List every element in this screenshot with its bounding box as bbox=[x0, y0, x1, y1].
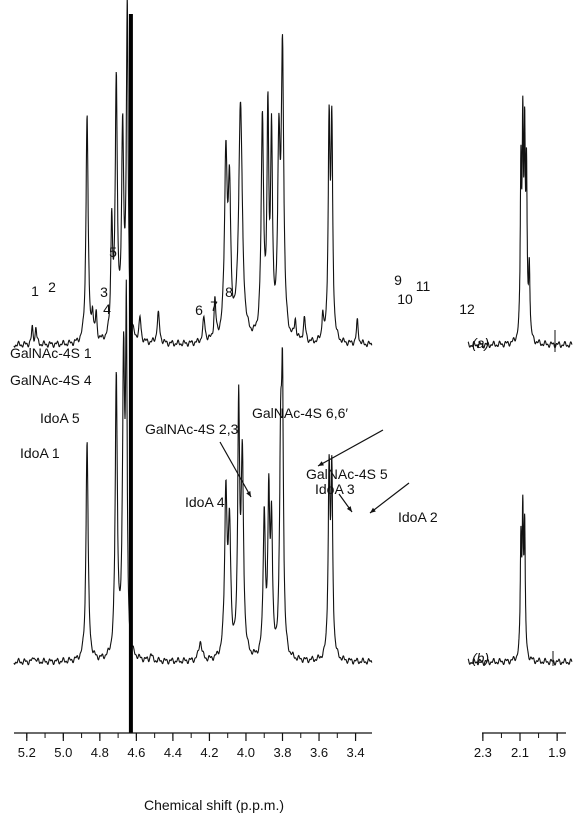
peak-label-b-10: IdoA 2 bbox=[398, 509, 438, 525]
main-tick-label: 5.0 bbox=[54, 745, 72, 760]
x-axis-title: Chemical shift (p.p.m.) bbox=[144, 797, 284, 813]
spectrum-a-tag: (a) bbox=[472, 335, 489, 351]
peak-label-b-9: IdoA 4 bbox=[185, 494, 225, 510]
peak-label-b-8: GalNAc-4S 5 bbox=[306, 466, 388, 482]
peak-label-a-7: 7 bbox=[210, 298, 218, 314]
peak-label-b-2: GalNAc-4S 4 bbox=[10, 372, 92, 388]
peak-label-a-4: 4 bbox=[103, 301, 111, 317]
peak-label-b-6: GalNAc-4S 6,6′ bbox=[252, 405, 348, 421]
peak-label-a-6: 6 bbox=[195, 302, 203, 318]
inset-tick-label: 2.1 bbox=[511, 745, 529, 760]
peak-label-b-5: GalNAc-4S 2,3 bbox=[145, 421, 239, 437]
peak-label-a-2: 2 bbox=[48, 279, 56, 295]
peak-label-a-5: 5 bbox=[109, 244, 117, 260]
inset-tick-label: 2.3 bbox=[474, 745, 492, 760]
water-peak-bar bbox=[128, 14, 133, 733]
axes: 5.2 5.0 4.8 4.6 4.4 4.2 4.0 3.8 3.6 3.4 2.3 2.1 1.9 bbox=[14, 732, 566, 760]
peak-label-a-11: 11 bbox=[416, 278, 431, 294]
spectrum-a-inset-trace bbox=[467, 95, 573, 349]
peak-label-b-3: IdoA 5 bbox=[40, 410, 80, 426]
main-tick-label: 3.6 bbox=[310, 745, 328, 760]
assignment-arrow-4 bbox=[369, 482, 410, 514]
inset-tick-label: 1.9 bbox=[548, 745, 566, 760]
peak-label-a-10: 10 bbox=[397, 291, 413, 307]
peak-label-a-8: 8 bbox=[225, 284, 233, 300]
assignment-arrowhead-2 bbox=[318, 461, 324, 466]
main-tick-label: 3.4 bbox=[347, 745, 365, 760]
spectrum-b-tag: (b) bbox=[472, 650, 489, 666]
spectra-traces bbox=[13, 0, 573, 733]
peak-label-b-4: IdoA 1 bbox=[20, 445, 60, 461]
main-tick-label: 3.8 bbox=[273, 745, 291, 760]
main-tick-label: 4.2 bbox=[200, 745, 218, 760]
main-tick-label: 4.4 bbox=[164, 745, 182, 760]
peak-label-a-12: 12 bbox=[459, 301, 475, 317]
peak-label-a-9: 9 bbox=[394, 272, 402, 288]
spectrum-a-trace bbox=[13, 0, 373, 348]
spectrum-b-inset-trace bbox=[467, 494, 573, 666]
main-tick-label: 4.8 bbox=[91, 745, 109, 760]
main-tick-label: 4.6 bbox=[127, 745, 145, 760]
main-tick-label: 4.0 bbox=[237, 745, 255, 760]
peak-label-a-1: 1 bbox=[31, 283, 39, 299]
spectrum-b-trace bbox=[13, 279, 373, 666]
main-tick-label: 5.2 bbox=[18, 745, 36, 760]
peak-label-b-1: GalNAc-4S 1 bbox=[10, 345, 92, 361]
assignment-arrowhead-4 bbox=[370, 507, 376, 513]
assignment-arrow-2 bbox=[317, 429, 384, 467]
assignment-arrowhead-1 bbox=[246, 491, 251, 497]
assignment-arrowhead-3 bbox=[346, 506, 352, 512]
assignment-arrow-1 bbox=[219, 441, 252, 498]
peak-label-a-3: 3 bbox=[100, 284, 108, 300]
peak-label-b-7: IdoA 3 bbox=[315, 481, 355, 497]
